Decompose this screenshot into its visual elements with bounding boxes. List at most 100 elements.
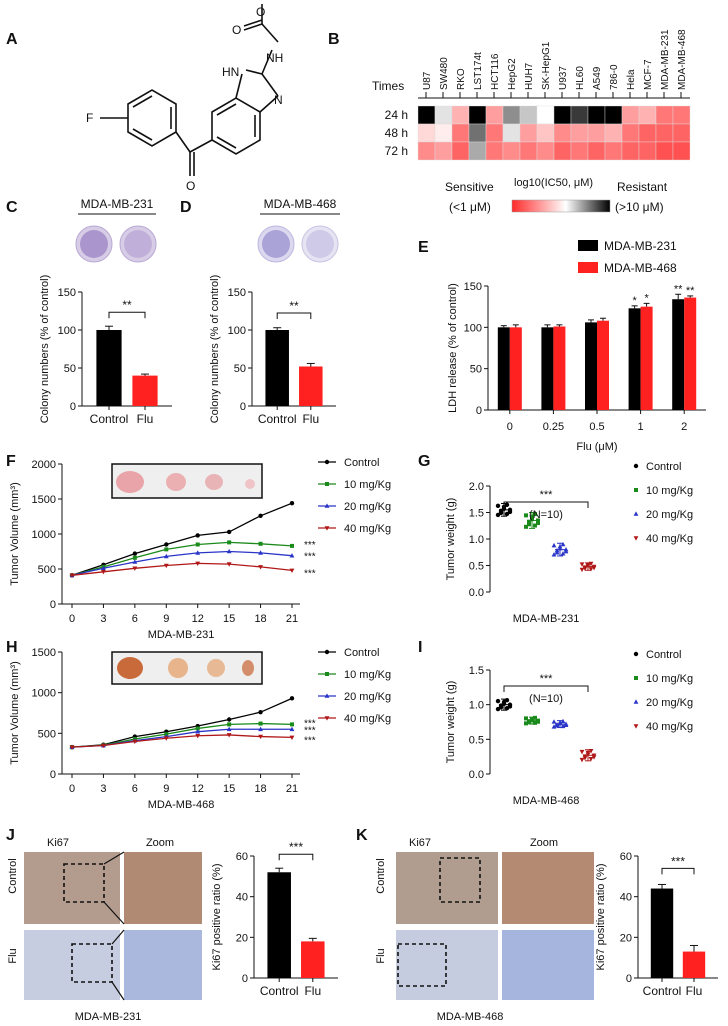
sig-label: *** — [304, 718, 316, 729]
y-tick-label: 50 — [234, 363, 246, 375]
marker — [195, 729, 201, 734]
marker — [258, 550, 263, 555]
marker — [69, 573, 75, 578]
k-flu-image — [396, 930, 498, 1000]
x-tick-label: 0.5 — [589, 421, 604, 433]
chart-f: 0 500 1000 1500 2000 Tumor Volume (mm³) 0 3 6 9 12… — [9, 457, 391, 641]
marker — [560, 551, 566, 556]
sig-label: *** — [304, 540, 316, 551]
y-tick-label: 60 — [236, 851, 248, 863]
marker — [227, 540, 232, 545]
heatmap-row-label: 24 h — [385, 108, 408, 122]
k-control-zoom — [502, 852, 594, 924]
y-axis-title: Tumor Volume (mm³) — [9, 482, 21, 586]
bar — [301, 941, 325, 978]
legend-label: 20 mg/Kg — [344, 691, 391, 703]
title-d: MDA-MB-468 — [264, 197, 337, 211]
tumor-photo-f — [111, 463, 263, 499]
marker — [258, 541, 263, 546]
chart-d: 0 50 100 150 Colony numbers (% of control) Co… — [209, 275, 336, 426]
marker — [226, 726, 232, 732]
heatmap-col-label: HL60 — [575, 66, 586, 90]
heatmap-col-label: LST174t — [473, 52, 484, 90]
y-axis-title: Tumor Volume (mm³) — [9, 661, 21, 765]
x-tick-label: 6 — [132, 783, 138, 795]
legend-label: Control — [344, 647, 379, 659]
x-tick-label: Control — [90, 412, 129, 426]
legend-label: 10 mg/Kg — [646, 673, 693, 685]
tumor-10-h — [168, 658, 188, 678]
colonies-flu-c — [124, 230, 152, 258]
sig-label: ** — [674, 283, 683, 295]
y-tick-label: 40 — [236, 892, 248, 904]
x-tick-label: 21 — [286, 783, 298, 795]
panel-label-b: B — [328, 31, 340, 48]
panel-label-k: K — [356, 827, 368, 844]
y-tick-label: 100 — [228, 325, 246, 337]
heatmap-cell — [570, 141, 589, 161]
marker — [524, 524, 528, 529]
marker — [588, 757, 594, 762]
marker — [579, 749, 585, 755]
marker — [633, 699, 639, 704]
heatmap-cell — [570, 123, 589, 143]
heatmap-cell — [519, 123, 538, 143]
y-tick-label: 1.5 — [469, 665, 484, 677]
marker — [324, 716, 330, 721]
marker — [258, 726, 263, 732]
j-col-ki67: Ki67 — [47, 837, 69, 849]
heatmap-cell — [519, 141, 538, 161]
marker — [132, 566, 138, 571]
legend-sensitive: Sensitive — [445, 180, 494, 194]
marker — [195, 533, 200, 538]
tumor-control-f — [116, 471, 144, 493]
legend-label: MDA-MB-468 — [604, 261, 677, 275]
marker — [258, 709, 263, 715]
marker — [551, 552, 557, 557]
heatmap-cell — [553, 105, 572, 125]
marker — [226, 548, 232, 554]
j-caption: MDA-MB-231 — [75, 1011, 142, 1023]
y-tick-label: 0 — [240, 401, 246, 413]
x-tick-label: Flu — [137, 412, 154, 426]
heatmap-cell — [434, 105, 453, 125]
heatmap-cell — [468, 141, 487, 161]
legend-resistant-sub: (>10 μM) — [615, 200, 664, 214]
marker — [132, 555, 137, 560]
heatmap-cell — [587, 123, 606, 143]
heatmap-cell — [604, 105, 623, 125]
marker — [227, 722, 232, 727]
heatmap-cell — [502, 123, 521, 143]
y-axis-title: Tumor weight (g) — [445, 681, 457, 764]
x-axis-title: MDA-MB-231 — [513, 613, 580, 625]
k-col-ki67: Ki67 — [409, 837, 431, 849]
sig-label: *** — [289, 840, 303, 854]
bar — [265, 330, 289, 406]
heatmap: 24 h 48 h 72 h U87 SW480 RKO LST174t HCT116 HepG… — [385, 29, 691, 161]
heatmap-cell — [434, 141, 453, 161]
heatmap-cell — [553, 141, 572, 161]
marker — [633, 724, 639, 729]
x-axis-title: Flu (μM) — [576, 441, 617, 453]
marker — [563, 722, 569, 727]
j-control-zoom — [124, 852, 202, 924]
y-tick-label: 1.0 — [469, 700, 484, 712]
plate-flu-c — [119, 225, 157, 263]
heatmap-col-label: U937 — [558, 66, 569, 90]
x-tick-label: 3 — [100, 613, 106, 625]
legend-label: 20 mg/Kg — [646, 509, 693, 521]
k-row-control: Control — [375, 858, 387, 893]
series-line — [71, 562, 293, 576]
x-axis-title: MDA-MB-468 — [148, 799, 215, 811]
heatmap-cell — [451, 141, 470, 161]
x-tick-label: 0 — [69, 783, 75, 795]
heatmap-cell — [536, 105, 555, 125]
heatmap-cell — [672, 141, 691, 161]
marker — [195, 550, 201, 555]
heatmap-times-label: Times — [372, 79, 404, 93]
y-tick-label: 1500 — [32, 494, 56, 506]
j-flu-zoom — [124, 930, 202, 1000]
legend-label: 20 mg/Kg — [646, 697, 693, 709]
x-tick-label: 1 — [638, 421, 644, 433]
bar — [585, 322, 597, 410]
